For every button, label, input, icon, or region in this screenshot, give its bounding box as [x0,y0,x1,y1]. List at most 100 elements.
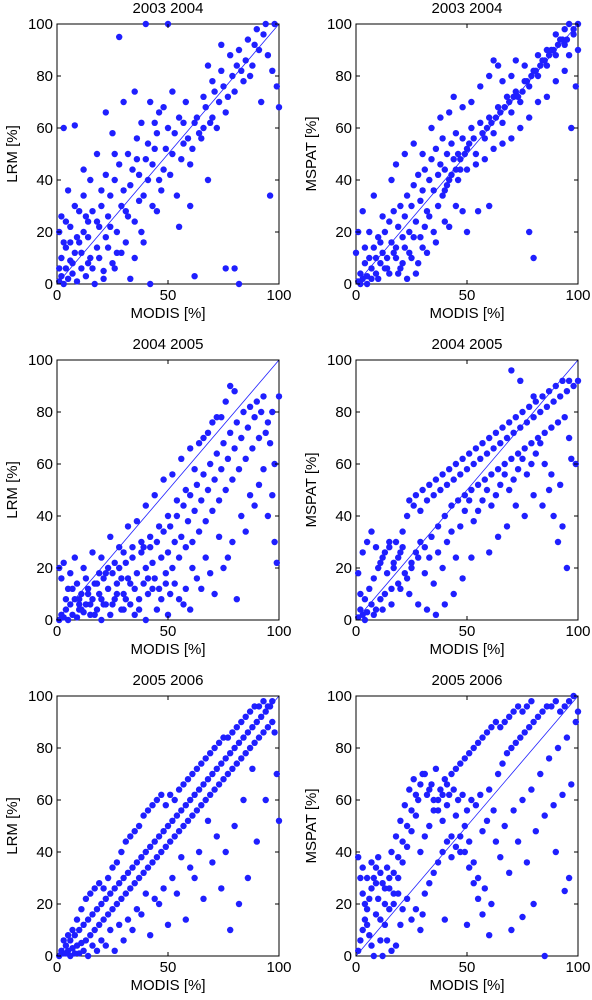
data-point [534,98,542,106]
panel-title: 2003 2004 [432,0,503,17]
data-point [441,166,448,173]
data-point [122,890,129,897]
data-point [543,93,551,101]
data-point [499,119,506,127]
data-point [395,270,402,277]
data-point [488,900,495,908]
data-point [191,791,198,798]
data-point [155,523,163,530]
data-point [62,265,70,272]
data-point [568,781,575,788]
y-tick-label: 0 [344,276,352,293]
data-point [370,192,377,199]
data-point [84,916,92,923]
data-point [543,703,551,710]
data-point [557,481,564,488]
data-point [532,828,539,835]
data-point [209,114,216,121]
data-point [82,601,90,608]
y-tick-label: 100 [327,16,352,33]
data-point [218,466,225,473]
data-point [415,260,422,267]
data-point [363,609,371,616]
data-point [568,124,575,132]
data-point [508,926,515,934]
data-point [118,249,125,256]
data-point [450,590,457,598]
data-point [503,434,511,442]
data-point [497,854,504,861]
data-point [357,606,364,613]
data-point [93,244,101,251]
data-point [523,471,531,478]
data-point [483,124,491,132]
data-point [89,265,96,272]
data-point [359,864,366,871]
data-point [80,564,87,572]
data-point [519,455,526,462]
x-tick-label: 100 [565,623,590,640]
data-point [392,161,400,168]
data-point [118,202,125,210]
data-point [448,502,455,509]
data-point [421,223,428,230]
data-point [408,916,415,923]
data-point [80,947,87,954]
data-point [171,580,178,587]
data-point [512,739,519,746]
data-point [452,765,460,772]
y-tick-label: 80 [335,68,352,85]
data-point [563,734,571,741]
data-point [432,765,440,772]
data-point [428,124,435,132]
data-point [483,817,491,824]
data-point [486,786,493,793]
data-point [470,859,477,866]
data-point [164,512,172,520]
data-point [543,403,551,410]
data-point [253,26,260,33]
data-point [506,869,513,876]
data-point [153,796,161,804]
data-point [412,270,420,277]
data-point [113,228,121,236]
data-point [271,460,278,468]
data-point [479,734,486,741]
data-point [229,476,236,483]
data-point [82,273,90,280]
data-point [510,93,517,101]
data-point [113,580,121,587]
data-point [87,601,94,608]
data-point [352,249,360,256]
data-point [359,890,366,897]
data-point [231,88,238,95]
data-point [410,502,417,509]
data-point [233,419,240,426]
data-point [363,921,371,928]
data-point [173,497,181,504]
data-point [481,135,488,142]
data-point [461,492,468,499]
y-tick-label: 40 [36,172,53,189]
data-point [386,544,393,551]
data-point [233,724,240,731]
data-point [379,880,386,887]
data-point [195,528,203,535]
data-point [486,932,493,939]
data-point [253,398,260,405]
data-point [403,895,411,902]
data-point [450,476,457,483]
data-point [71,932,79,939]
data-point [195,786,203,793]
data-point [399,838,406,845]
data-point [477,119,484,127]
data-point [87,890,94,897]
data-point [430,580,437,587]
data-point [102,895,110,902]
data-point [198,802,205,809]
data-point [104,911,112,918]
y-axis-label: MSPAT [%] [303,788,320,863]
data-point [222,265,229,272]
x-axis-label: MODIS [%] [429,977,504,994]
data-point [479,130,486,137]
